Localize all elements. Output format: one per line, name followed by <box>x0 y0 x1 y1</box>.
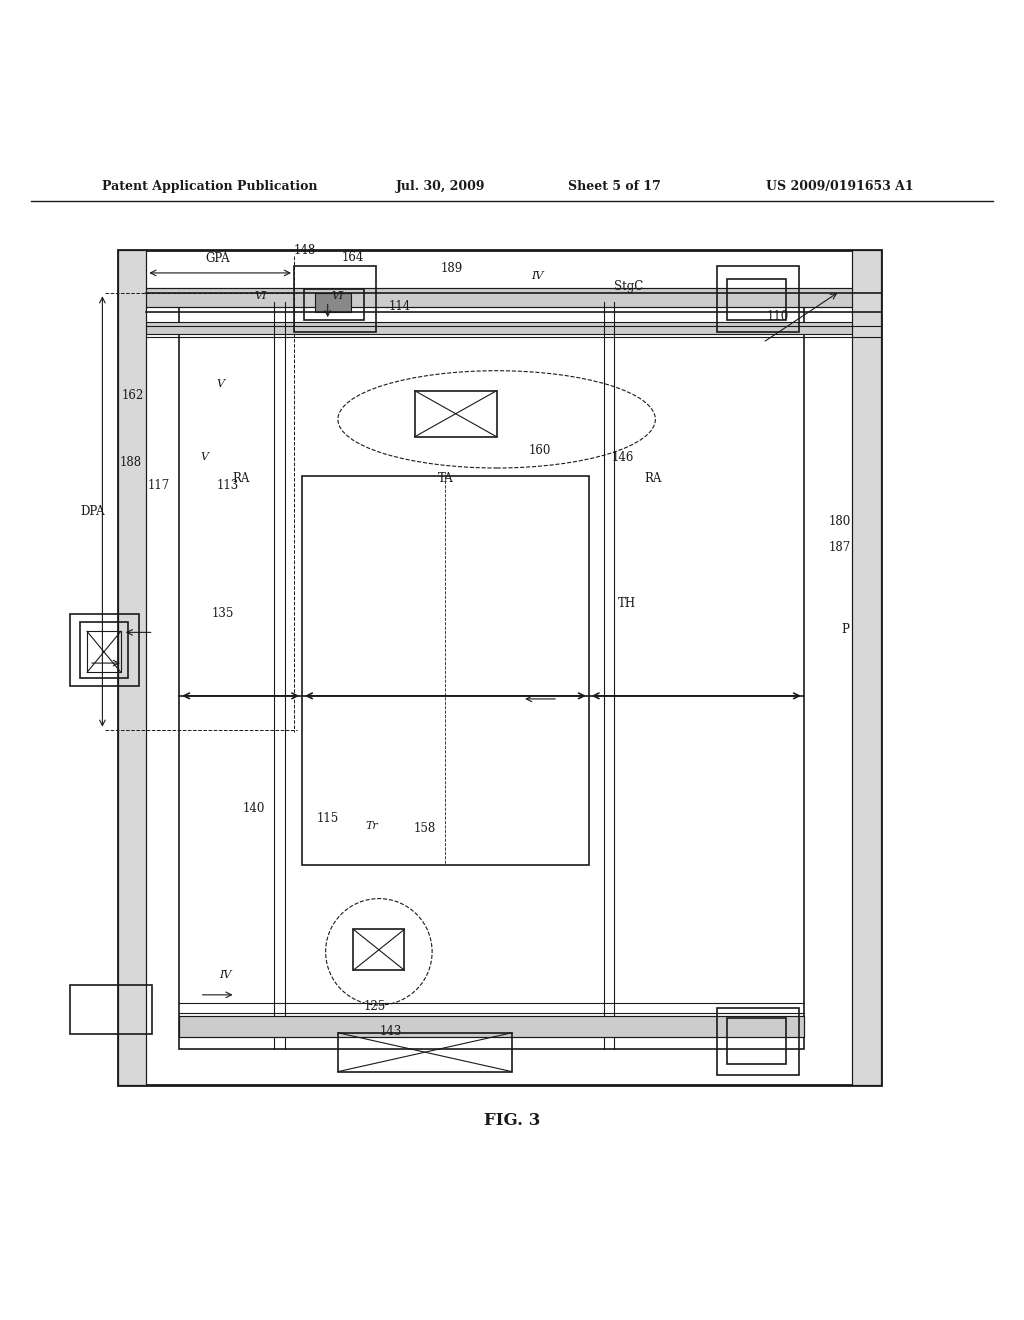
Text: 135: 135 <box>212 607 234 620</box>
Text: IV: IV <box>219 970 231 981</box>
Bar <box>338 1032 512 1072</box>
Bar <box>118 288 881 306</box>
Text: VI: VI <box>332 292 344 301</box>
Text: 189: 189 <box>440 263 463 276</box>
Text: 113: 113 <box>216 479 239 492</box>
Bar <box>852 251 881 1085</box>
Bar <box>70 985 152 1034</box>
Bar <box>315 293 351 312</box>
Bar <box>852 251 881 1085</box>
Bar <box>80 622 128 678</box>
Text: 148: 148 <box>294 244 316 257</box>
Bar <box>179 1016 804 1036</box>
Bar <box>179 292 804 1049</box>
Bar <box>118 251 146 1085</box>
Text: 143: 143 <box>380 1026 402 1039</box>
Text: Tr: Tr <box>366 821 378 830</box>
Text: RA: RA <box>645 473 662 486</box>
Text: Patent Application Publication: Patent Application Publication <box>102 181 317 194</box>
Text: 187: 187 <box>828 541 851 554</box>
Bar <box>118 288 881 306</box>
Text: RA: RA <box>232 473 249 486</box>
Text: 158: 158 <box>414 822 436 836</box>
Text: P: P <box>841 623 849 636</box>
Text: DPA: DPA <box>80 506 104 517</box>
Text: Sheet 5 of 17: Sheet 5 of 17 <box>568 181 660 194</box>
Bar <box>727 279 786 319</box>
Bar <box>353 929 404 970</box>
Bar <box>304 289 364 319</box>
Text: 117: 117 <box>147 479 170 492</box>
Bar <box>717 1008 799 1074</box>
Text: 164: 164 <box>342 251 365 264</box>
Text: 125: 125 <box>364 999 386 1012</box>
Text: 180: 180 <box>828 515 851 528</box>
Bar <box>118 251 881 1085</box>
Text: IV: IV <box>531 271 544 281</box>
Text: 115: 115 <box>316 812 339 825</box>
Text: 110: 110 <box>767 310 790 323</box>
Text: V: V <box>216 379 224 388</box>
Text: 160: 160 <box>528 444 551 457</box>
Text: Jul. 30, 2009: Jul. 30, 2009 <box>395 181 485 194</box>
Bar <box>727 1019 786 1064</box>
Text: TA: TA <box>437 473 454 486</box>
Text: VI: VI <box>255 292 267 301</box>
Bar <box>415 391 497 437</box>
Text: 114: 114 <box>388 300 411 313</box>
Bar <box>302 475 589 865</box>
Text: US 2009/0191653 A1: US 2009/0191653 A1 <box>766 181 913 194</box>
Text: V: V <box>201 453 209 462</box>
Bar <box>717 265 799 333</box>
Text: 146: 146 <box>611 450 634 463</box>
Bar <box>70 614 139 685</box>
Text: TH: TH <box>617 597 636 610</box>
Text: GPA: GPA <box>206 252 230 265</box>
Bar <box>87 631 121 672</box>
Text: 188: 188 <box>120 455 142 469</box>
Bar <box>179 1016 804 1036</box>
Bar <box>118 251 146 1085</box>
Text: FIG. 3: FIG. 3 <box>483 1113 541 1130</box>
Bar <box>118 322 881 334</box>
Text: 140: 140 <box>243 803 265 814</box>
Bar <box>294 265 376 333</box>
Text: StgC: StgC <box>614 280 643 293</box>
Text: 162: 162 <box>122 389 144 403</box>
